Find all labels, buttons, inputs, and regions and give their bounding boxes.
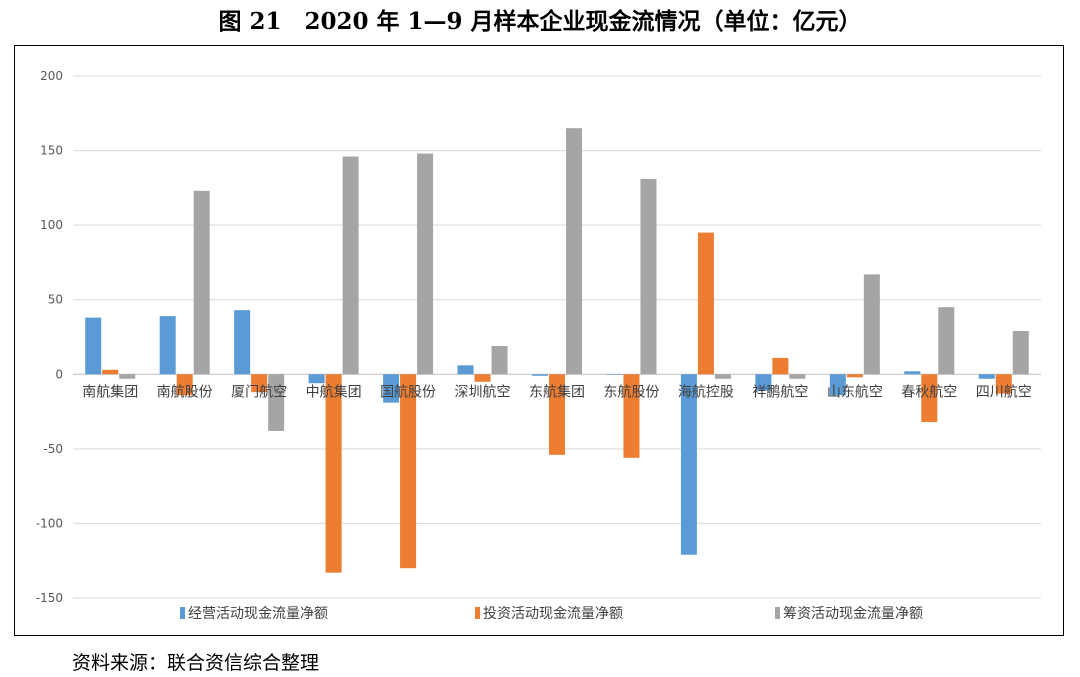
x-tick-label: 中航集团	[306, 383, 362, 400]
x-tick-label: 东航集团	[529, 383, 585, 400]
figure-title: 图 21 2020 年 1—9 月样本企业现金流情况（单位：亿元）	[218, 8, 862, 35]
y-tick-label: -50	[43, 442, 63, 456]
bar-3	[491, 345, 508, 375]
x-tick-label: 国航股份	[380, 384, 436, 400]
bar-3	[863, 274, 880, 375]
bar-3	[193, 190, 210, 375]
bar-3	[938, 307, 955, 375]
chart-frame: 200 150 100 50 0 -50 -100 -150 南航集团 南航股份 厦门航空 中航集团 国…	[14, 45, 1064, 636]
y-tick-label: -150	[36, 591, 63, 605]
x-tick-label: 南航股份	[157, 384, 213, 400]
y-tick-label: 50	[48, 293, 63, 307]
x-tick-label: 春秋航空	[901, 384, 957, 400]
bar-2	[400, 374, 417, 569]
bar-3	[640, 178, 657, 375]
bar-3	[119, 374, 136, 379]
bar-3	[1012, 331, 1029, 375]
x-tick-label: 南航集团	[82, 383, 138, 400]
bar-1	[532, 374, 548, 376]
x-tick-label: 山东航空	[827, 384, 883, 400]
bar-2	[102, 369, 119, 375]
legend-swatch	[775, 607, 780, 619]
bar-2	[474, 374, 491, 382]
bar-1	[904, 371, 921, 375]
x-tick-label: 东航股份	[603, 384, 659, 400]
bar-2	[251, 374, 268, 393]
bar-1	[606, 374, 623, 375]
legend-label: 经营活动现金流量净额	[188, 606, 328, 622]
bar-3	[566, 128, 582, 375]
bar-2	[176, 374, 193, 396]
bar-1	[978, 374, 995, 379]
bar-2	[846, 374, 863, 378]
bar-1	[85, 317, 102, 375]
bar-2	[921, 374, 938, 423]
bar-2	[325, 374, 342, 573]
bar-3	[342, 156, 359, 375]
legend-label: 筹资活动现金流量净额	[783, 605, 923, 622]
bar-1	[829, 374, 846, 396]
bar-3	[417, 153, 434, 375]
bar-chart: 200 150 100 50 0 -50 -100 -150 南航集团 南航股份 厦门航空 中航集团 国…	[36, 69, 1041, 622]
bar-2	[995, 374, 1012, 394]
legend-swatch	[180, 607, 185, 619]
bar-3	[714, 374, 731, 379]
y-tick-label: 0	[55, 367, 63, 381]
bar-1	[755, 374, 772, 391]
y-tick-label: 100	[40, 218, 63, 232]
bar-3	[789, 374, 806, 379]
y-tick-label: -100	[36, 516, 63, 530]
bar-1	[680, 374, 697, 555]
legend-swatch	[475, 607, 480, 619]
bar-1	[383, 374, 400, 403]
x-tick-label: 海航控股	[678, 384, 734, 400]
bar-2	[697, 232, 714, 375]
bar-1	[234, 310, 251, 375]
x-tick-label: 四川航空	[976, 384, 1032, 400]
legend-label: 投资活动现金流量净额	[483, 606, 623, 622]
x-tick-label: 厦门航空	[231, 384, 287, 400]
bar-1	[457, 365, 474, 375]
x-tick-label: 祥鹏航空	[752, 384, 808, 400]
bar-3	[268, 374, 285, 431]
source-note: 资料来源：联合资信综合整理	[72, 652, 320, 674]
bar-1	[308, 374, 325, 384]
bar-2	[772, 357, 789, 375]
y-tick-label: 150	[40, 144, 63, 158]
bar-2	[623, 374, 640, 458]
y-tick-label: 200	[40, 69, 63, 83]
bar-2	[549, 374, 565, 455]
x-tick-label: 深圳航空	[455, 384, 511, 400]
bar-1	[159, 316, 176, 375]
